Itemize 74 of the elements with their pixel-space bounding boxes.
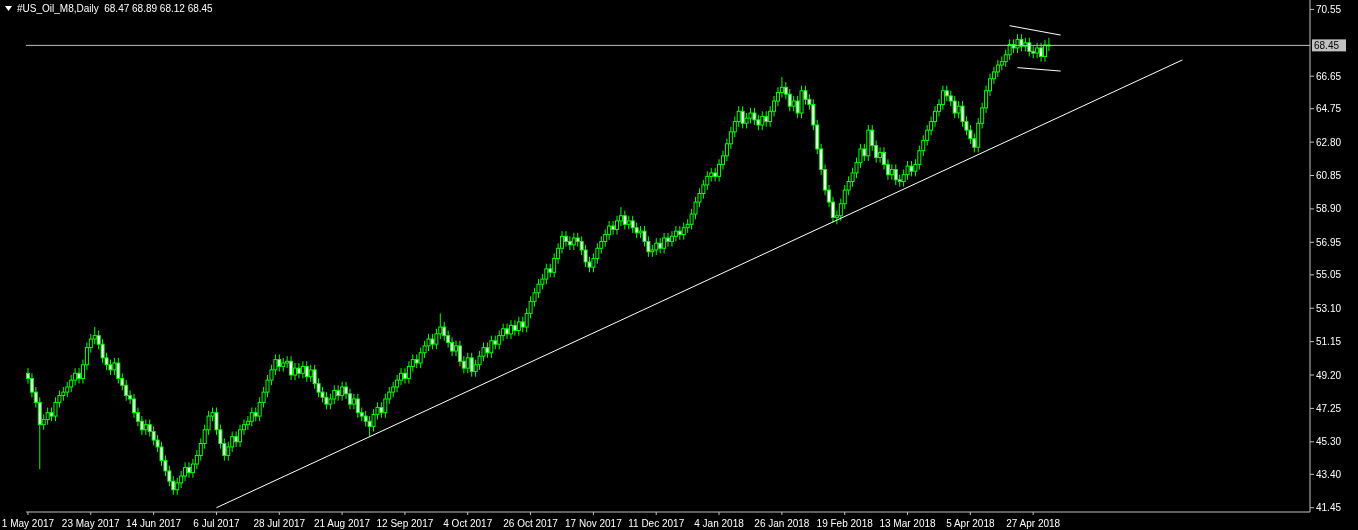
candlestick: [402, 367, 407, 385]
candlestick: [799, 85, 804, 119]
candlestick: [293, 362, 298, 381]
candlestick: [889, 163, 894, 181]
candlestick: [611, 220, 616, 236]
x-tick-label: 13 Mar 2018: [879, 518, 937, 529]
candlestick: [512, 319, 517, 337]
y-tick-label: 43.40: [1316, 468, 1342, 480]
candlestick: [304, 360, 309, 383]
y-tick-label: 47.25: [1316, 402, 1342, 414]
candlestick: [355, 393, 360, 419]
candlestick: [1035, 42, 1040, 59]
x-tick-label: 26 Oct 2017: [503, 518, 559, 529]
x-tick-label: 1 May 2017: [1, 518, 55, 529]
y-tick-label: 51.15: [1316, 336, 1342, 348]
candlestick: [516, 316, 521, 337]
candlestick: [563, 230, 568, 248]
y-tick-label: 62.80: [1316, 136, 1342, 148]
candlestick: [186, 461, 191, 479]
y-tick-label: 58.90: [1316, 203, 1342, 215]
candlestick: [787, 88, 792, 112]
candlestick: [367, 415, 372, 438]
y-tick-label: 55.05: [1316, 269, 1342, 281]
candlestick: [289, 355, 294, 381]
candlestick: [238, 424, 243, 448]
x-tick-label: 4 Oct 2017: [443, 518, 493, 529]
candlestick: [351, 393, 356, 410]
candlestick: [249, 407, 254, 427]
candlestick: [669, 230, 674, 248]
candlestick: [465, 352, 470, 374]
x-tick-label: 21 Aug 2017: [314, 518, 371, 529]
y-tick-label: 64.75: [1316, 103, 1342, 115]
y-tick-label: 49.20: [1316, 369, 1342, 381]
y-tick-label: 45.30: [1316, 436, 1342, 448]
x-tick-label: 14 Jun 2017: [126, 518, 182, 529]
candlestick: [666, 232, 671, 248]
x-tick-label: 6 Jul 2017: [193, 518, 240, 529]
x-tick-label: 12 Sep 2017: [376, 518, 434, 529]
candlestick: [952, 95, 957, 119]
x-tick-label: 28 Jul 2017: [253, 518, 306, 529]
candlestick: [740, 105, 745, 129]
x-tick-label: 11 Dec 2017: [628, 518, 685, 529]
candlestick: [234, 431, 239, 448]
candlestick: [567, 235, 572, 251]
y-tick-label: 53.10: [1316, 302, 1342, 314]
candlestick: [340, 381, 345, 402]
x-tick-label: 27 Apr 2018: [1006, 518, 1061, 529]
y-tick-label: 70.55: [1316, 3, 1342, 15]
candlestick: [622, 210, 627, 230]
candlestick: [505, 323, 510, 340]
y-tick-label: 66.65: [1316, 70, 1342, 82]
x-tick-label: 17 Nov 2017: [565, 518, 623, 529]
ref-line-label: 68.45: [1314, 40, 1340, 52]
x-tick-label: 5 Apr 2018: [946, 518, 995, 529]
candlestick: [300, 360, 305, 379]
candlestick: [383, 393, 388, 419]
y-tick-label: 56.95: [1316, 236, 1342, 248]
candlestick: [893, 163, 898, 186]
candlestick: [508, 319, 513, 340]
x-tick-label: 26 Jan 2018: [754, 518, 810, 529]
y-tick-label: 41.45: [1316, 502, 1342, 514]
candlestick: [878, 146, 883, 164]
candlestick: [469, 352, 474, 378]
candlestick: [1039, 42, 1044, 63]
candlestick: [77, 367, 82, 385]
x-tick-label: 23 May 2017: [61, 518, 121, 529]
candlestick: [116, 357, 121, 385]
candlestick: [296, 362, 301, 379]
y-tick-label: 60.85: [1316, 170, 1342, 182]
candlestick: [662, 232, 667, 254]
chart-title: #US_Oil_M8,Daily 68.47 68.89 68.12 68.45: [17, 3, 213, 14]
candlestick: [1042, 39, 1047, 63]
x-tick-label: 4 Jan 2018: [694, 518, 745, 529]
x-tick-label: 19 Feb 2018: [816, 518, 874, 529]
